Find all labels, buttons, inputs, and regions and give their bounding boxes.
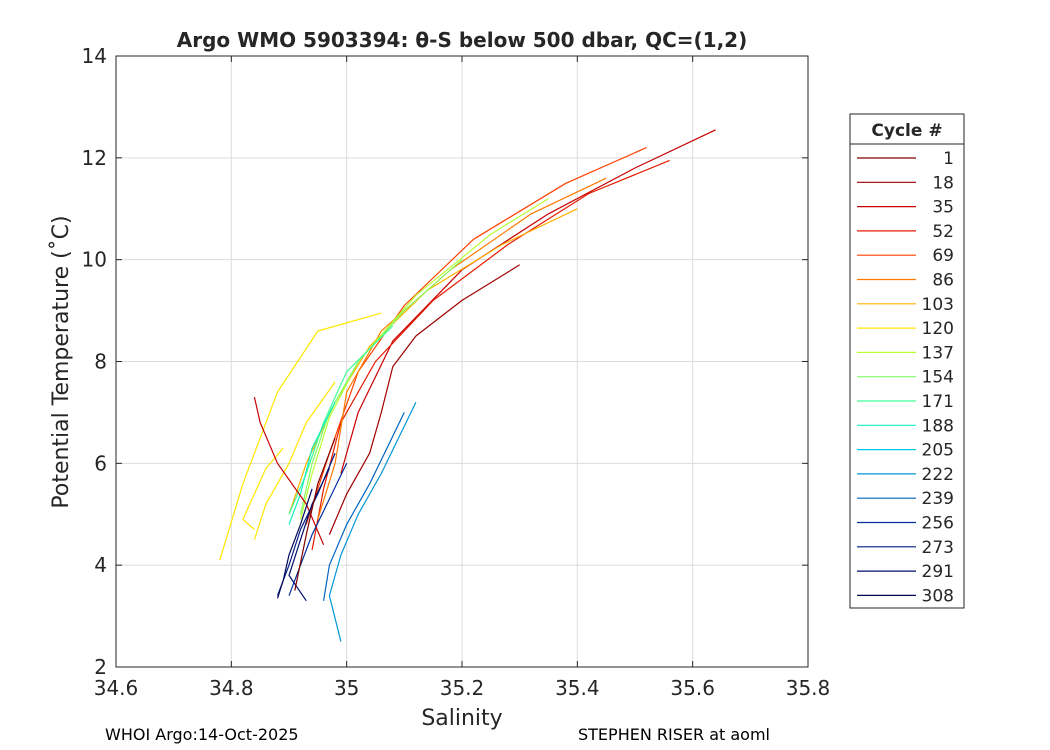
series-line (288, 463, 348, 596)
y-tick-label: 14 (82, 44, 107, 68)
series-line (323, 412, 405, 601)
legend-label: 18 (932, 173, 954, 193)
series-line (288, 325, 394, 515)
legend-label: 35 (932, 198, 954, 218)
footer-operator: STEPHEN RISER at aoml (578, 725, 770, 744)
y-tick-label: 6 (94, 451, 107, 475)
legend-label: 273 (922, 538, 954, 558)
grid-lines (115, 55, 809, 668)
series-line (317, 177, 607, 520)
series-line (242, 447, 284, 530)
series-line (328, 264, 521, 535)
legend-label: 188 (922, 416, 954, 436)
series-line (219, 312, 382, 561)
y-tick-label: 2 (94, 655, 107, 679)
x-tick-label: 35.8 (786, 676, 831, 700)
legend-label: 171 (922, 392, 954, 412)
series-group (219, 129, 716, 642)
legend-entries: 1 18 35 52 69 86 103 120 137 154 171 188 205 222 239 25… (857, 149, 954, 606)
footer-date: WHOI Argo:14-Oct-2025 (105, 725, 299, 744)
legend-label: 86 (932, 271, 954, 291)
series-line (253, 381, 336, 540)
x-tick-label: 35.2 (440, 676, 485, 700)
x-tick-label: 34.8 (209, 676, 254, 700)
series-line (328, 401, 417, 642)
legend-label: 222 (922, 465, 954, 485)
y-tick-label: 8 (94, 350, 107, 374)
legend-box (849, 113, 965, 609)
legend: Cycle # 1 18 35 52 69 86 103 120 137 154 171 188 205… (849, 113, 965, 609)
legend-label: 205 (922, 441, 954, 461)
x-tick-label: 34.6 (94, 676, 139, 700)
series-line (253, 396, 325, 546)
legend-label: 137 (922, 343, 954, 363)
y-axis: 2 4 6 8 10 12 14 (82, 44, 808, 679)
series-line (305, 147, 647, 525)
series-line (276, 488, 313, 599)
series-line (288, 208, 578, 515)
y-tick-label: 10 (82, 248, 107, 272)
legend-label: 52 (932, 222, 954, 242)
legend-label: 154 (922, 368, 954, 388)
legend-label: 120 (922, 319, 954, 339)
legend-label: 308 (922, 586, 954, 606)
y-tick-label: 12 (82, 146, 107, 170)
series-line (299, 198, 549, 520)
series-line (294, 437, 336, 591)
series-line (288, 401, 336, 525)
legend-label: 239 (922, 489, 954, 509)
series-line (288, 468, 330, 602)
x-tick-label: 35.6 (670, 676, 715, 700)
legend-title: Cycle # (871, 121, 942, 141)
x-axis-label: Salinity (421, 706, 502, 731)
series-line (311, 159, 670, 551)
series-line (340, 129, 716, 474)
legend-label: 69 (932, 246, 954, 266)
legend-label: 1 (943, 149, 954, 169)
legend-label: 103 (922, 295, 954, 315)
chart-title: Argo WMO 5903394: θ-S below 500 dbar, QC… (177, 28, 747, 52)
legend-label: 256 (922, 514, 954, 534)
y-tick-label: 4 (94, 553, 107, 577)
x-axis: 34.6 34.8 35 35.2 35.4 35.6 35.8 (94, 56, 831, 700)
y-axis-label: Potential Temperature (˚C) (49, 215, 74, 508)
series-line (299, 259, 463, 515)
x-tick-label: 35.4 (555, 676, 600, 700)
x-tick-label: 35 (334, 676, 359, 700)
legend-label: 291 (922, 562, 954, 582)
